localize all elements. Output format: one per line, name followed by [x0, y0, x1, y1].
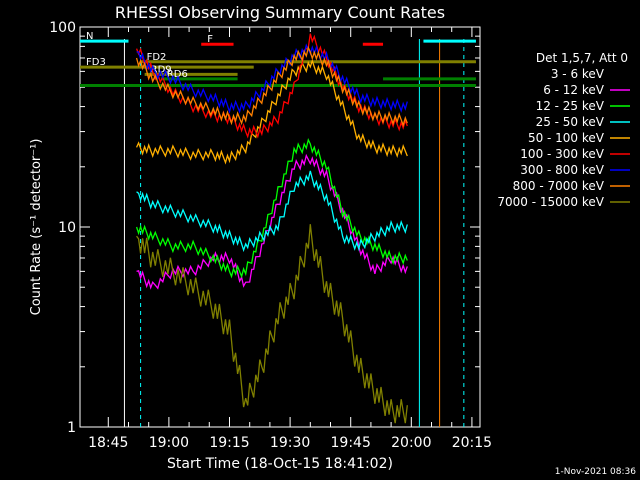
flag-label: N — [86, 31, 93, 42]
series-line-25-50keV — [136, 170, 408, 253]
legend-entry-label: 6 - 12 keV — [543, 83, 605, 97]
x-axis-label: Start Time (18-Oct-15 18:41:02) — [167, 456, 393, 472]
flag-label: FD2 — [147, 52, 167, 63]
x-tick-labels: 18:45 19:00 19:15 19:30 19:45 20:00 20:15 — [88, 435, 492, 451]
x-tick-label: 20:00 — [391, 435, 431, 451]
legend-entry-label: 800 - 7000 keV — [513, 179, 605, 193]
legend-entry-label: 300 - 800 keV — [520, 163, 604, 177]
chart-title: RHESSI Observing Summary Count Rates — [115, 3, 445, 22]
series-lines — [135, 33, 408, 424]
y-tick-label: 1 — [67, 420, 76, 436]
date-stamp: 1-Nov-2021 08:36 — [555, 467, 637, 477]
series-line-3-6keV — [136, 126, 408, 222]
flag-label: RD9 — [151, 64, 172, 75]
legend-entry-label: 50 - 100 keV — [528, 131, 605, 145]
legend-header: Det 1,5,7, Att 0 — [536, 51, 628, 65]
series-line-800-7000keV — [135, 45, 408, 128]
series-line-50-100keV — [135, 58, 408, 165]
y-tick-label: 100 — [49, 20, 76, 36]
x-tick-label: 19:45 — [331, 435, 371, 451]
x-tick-label: 20:15 — [452, 435, 492, 451]
x-tick-label: 19:30 — [270, 435, 310, 451]
series-line-12-25keV — [135, 137, 408, 279]
series-line-7000-15000keV — [136, 224, 408, 424]
flag-label: FD3 — [86, 57, 106, 68]
legend: Det 1,5,7, Att 0 3 - 6 keV 6 - 12 keV 12 -… — [497, 51, 630, 209]
y-tick-label: 10 — [58, 220, 76, 236]
legend-entry-label: 100 - 300 keV — [520, 147, 604, 161]
flag-label: F — [207, 34, 213, 45]
x-tick-label: 19:00 — [149, 435, 189, 451]
legend-entry-label: 25 - 50 keV — [536, 115, 605, 129]
legend-entry-label: 3 - 6 keV — [551, 67, 605, 81]
legend-entry-label: 7000 - 15000 keV — [497, 195, 604, 209]
x-tick-label: 18:45 — [88, 435, 128, 451]
x-tick-label: 19:15 — [209, 435, 249, 451]
legend-entry-label: 12 - 25 keV — [536, 99, 605, 113]
y-axis-label: Count Rate (s⁻¹ detector⁻¹) — [29, 139, 44, 316]
axis-ticks — [80, 26, 480, 428]
y-tick-labels: 1 10 100 — [49, 20, 76, 436]
flag-label: RD6 — [167, 69, 188, 80]
series-line-6-12keV — [136, 153, 408, 290]
